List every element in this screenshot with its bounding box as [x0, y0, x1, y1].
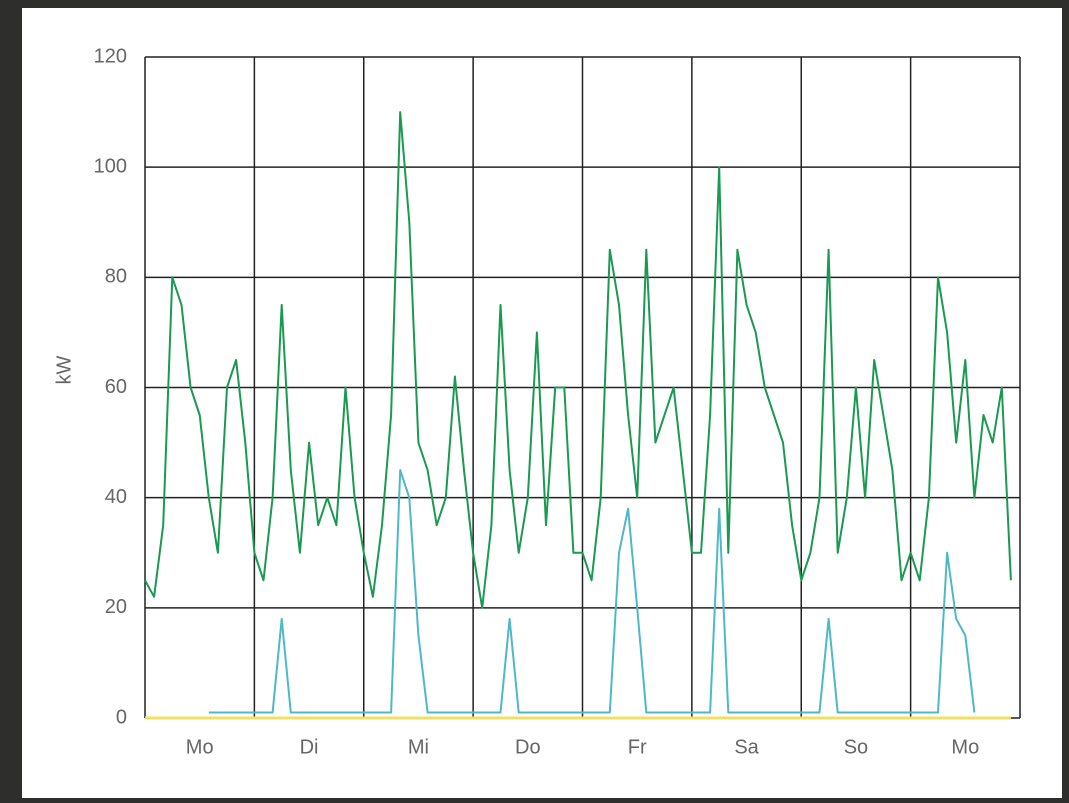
- x-tick-label: Do: [515, 736, 541, 758]
- y-tick-label: 80: [105, 266, 127, 288]
- x-tick-label: Mo: [186, 736, 214, 758]
- x-tick-label: Sa: [734, 736, 759, 758]
- x-tick-label: Di: [300, 736, 319, 758]
- chart-panel: [22, 8, 1062, 798]
- series-line: [144, 111, 1012, 609]
- y-tick-label: 100: [94, 155, 127, 177]
- x-tick-label: Mi: [408, 736, 429, 758]
- y-tick-label: 20: [105, 596, 127, 618]
- y-tick-label: 120: [94, 45, 127, 67]
- x-tick-label: Fr: [628, 736, 647, 758]
- y-tick-label: 40: [105, 486, 127, 508]
- x-tick-label: So: [844, 736, 868, 758]
- series-line: [208, 469, 976, 714]
- y-axis-label: kW: [53, 355, 75, 384]
- y-tick-label: 60: [105, 376, 127, 398]
- y-tick-label: 0: [116, 706, 127, 728]
- x-tick-label: Mo: [951, 736, 979, 758]
